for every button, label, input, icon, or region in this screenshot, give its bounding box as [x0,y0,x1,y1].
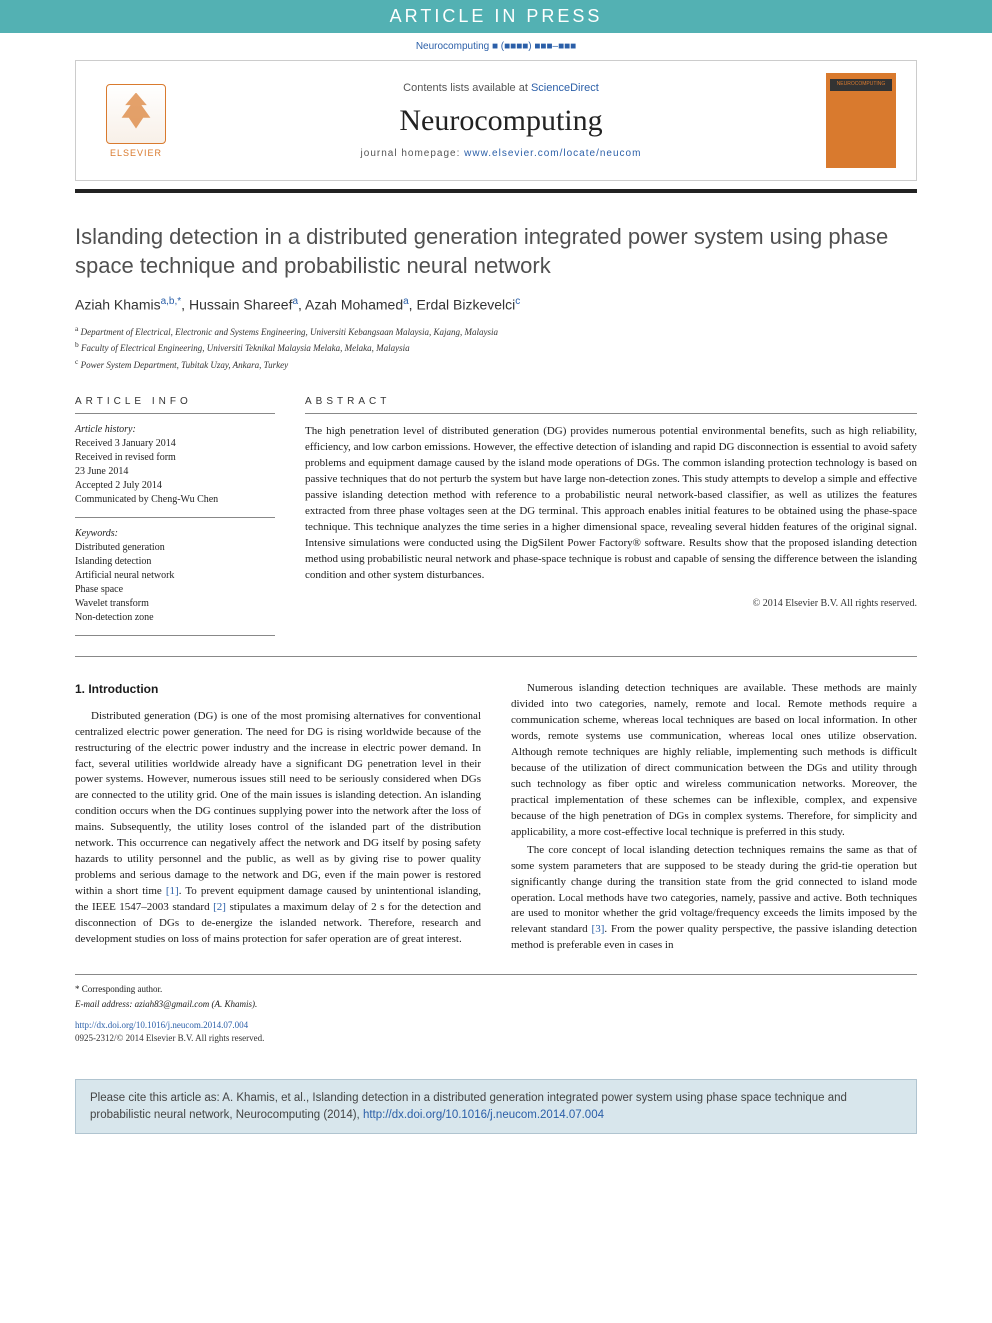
affiliation-c: c Power System Department, Tubitak Uzay,… [75,356,917,373]
author-1-sup: a,b,* [161,296,182,307]
corresponding-author-note: * Corresponding author. [75,983,917,996]
reference-link[interactable]: [1] [166,885,179,897]
author-4: Erdal Bizkevelci [416,297,515,313]
author-3: Azah Mohamed [305,297,403,313]
info-abstract-row: article info Article history: Received 3… [75,396,917,657]
affiliation-b-text: Faculty of Electrical Engineering, Unive… [81,343,410,353]
author-4-sup: c [515,296,520,307]
affiliation-b: b Faculty of Electrical Engineering, Uni… [75,339,917,356]
affiliation-a-text: Department of Electrical, Electronic and… [81,327,498,337]
abstract-text: The high penetration level of distribute… [305,424,917,583]
body-text: The core concept of local islanding dete… [511,844,917,936]
body-paragraph: Numerous islanding detection techniques … [511,681,917,840]
section-heading-intro: 1. Introduction [75,681,481,698]
author-email-link[interactable]: aziah83@gmail.com [135,999,210,1009]
keyword-item: Wavelet transform [75,597,275,611]
article-title: Islanding detection in a distributed gen… [75,223,917,280]
abstract-header: abstract [305,396,917,414]
copyright-footer: 0925-2312/© 2014 Elsevier B.V. All right… [75,1032,917,1045]
journal-header-center: Contents lists available at ScienceDirec… [176,82,826,159]
elsevier-text: ELSEVIER [110,148,162,158]
keyword-item: Phase space [75,583,275,597]
body-paragraph: The core concept of local islanding dete… [511,843,917,955]
email-label: E-mail address: [75,999,135,1009]
history-block: Article history: Received 3 January 2014… [75,424,275,518]
homepage-prefix: journal homepage: [361,148,465,159]
elsevier-logo: ELSEVIER [96,76,176,166]
keyword-item: Non-detection zone [75,611,275,625]
keyword-item: Islanding detection [75,555,275,569]
abstract-column: abstract The high penetration level of d… [305,396,917,636]
affiliation-a: a Department of Electrical, Electronic a… [75,323,917,340]
body-paragraph: Distributed generation (DG) is one of th… [75,709,481,948]
article-info-column: article info Article history: Received 3… [75,396,275,636]
journal-homepage-link[interactable]: www.elsevier.com/locate/neucom [464,148,641,159]
affiliations: a Department of Electrical, Electronic a… [75,323,917,373]
citation-box: Please cite this article as: A. Khamis, … [75,1079,917,1133]
main-text-columns: 1. Introduction Distributed generation (… [75,681,917,1045]
citation-doi-link[interactable]: http://dx.doi.org/10.1016/j.neucom.2014.… [363,1109,604,1121]
history-label: Article history: [75,424,275,435]
keywords-label: Keywords: [75,528,275,539]
history-item: Accepted 2 July 2014 [75,479,275,493]
author-2-sup: a [292,296,298,307]
contents-prefix: Contents lists available at [403,82,531,94]
history-item: 23 June 2014 [75,465,275,479]
keyword-item: Distributed generation [75,541,275,555]
doi-link[interactable]: http://dx.doi.org/10.1016/j.neucom.2014.… [75,1020,248,1030]
author-3-sup: a [403,296,409,307]
journal-cover-text: NEUROCOMPUTING [826,81,896,87]
page-container: ARTICLE IN PRESS Neurocomputing ■ (■■■■)… [0,0,992,1323]
affiliation-c-text: Power System Department, Tubitak Uzay, A… [81,360,289,370]
article-body: Islanding detection in a distributed gen… [0,193,992,1065]
reference-link[interactable]: [2] [213,901,226,913]
history-item: Communicated by Cheng-Wu Chen [75,493,275,507]
keyword-item: Artificial neural network [75,569,275,583]
history-item: Received 3 January 2014 [75,437,275,451]
journal-name: Neurocomputing [176,104,826,138]
body-text: Distributed generation (DG) is one of th… [75,710,481,897]
article-in-press-banner: ARTICLE IN PRESS [0,0,992,33]
footer-block: * Corresponding author. E-mail address: … [75,974,917,1045]
authors-line: Aziah Khamisa,b,*, Hussain Shareefa, Aza… [75,296,917,313]
abstract-copyright: © 2014 Elsevier B.V. All rights reserved… [305,598,917,609]
reference-link[interactable]: [3] [592,923,605,935]
email-tail: (A. Khamis). [209,999,257,1009]
author-2: Hussain Shareef [189,297,293,313]
keywords-block: Keywords: Distributed generation Islandi… [75,528,275,636]
contents-list-line: Contents lists available at ScienceDirec… [176,82,826,94]
journal-header: ELSEVIER Contents lists available at Sci… [75,60,917,181]
email-line: E-mail address: aziah83@gmail.com (A. Kh… [75,998,917,1011]
article-info-header: article info [75,396,275,414]
author-1: Aziah Khamis [75,297,161,313]
journal-cover-thumbnail: NEUROCOMPUTING [826,73,896,168]
journal-reference-line: Neurocomputing ■ (■■■■) ■■■–■■■ [0,33,992,60]
history-item: Received in revised form [75,451,275,465]
journal-homepage-line: journal homepage: www.elsevier.com/locat… [176,148,826,159]
sciencedirect-link[interactable]: ScienceDirect [531,82,599,94]
elsevier-tree-icon [106,84,166,144]
